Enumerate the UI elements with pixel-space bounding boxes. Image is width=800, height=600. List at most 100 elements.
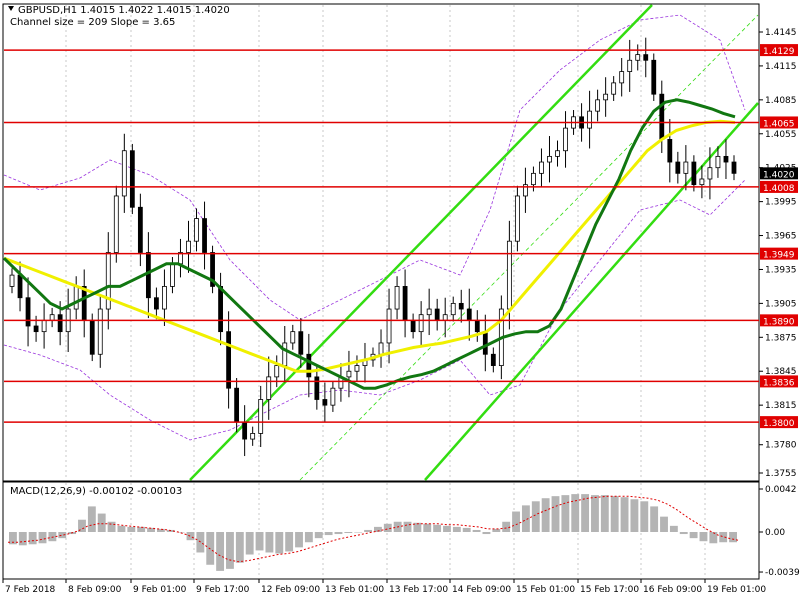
macd-bar-67 <box>669 525 678 532</box>
candle-body-72 <box>587 110 592 129</box>
macd-bar-52 <box>521 505 530 532</box>
macd-bar-44 <box>443 525 451 532</box>
candle-body-38 <box>314 376 320 400</box>
price-tick-label-1.3845: 1.3845 <box>765 367 797 377</box>
candle-body-48 <box>394 286 400 310</box>
trend-channel <box>189 4 759 481</box>
candle-body-28 <box>234 387 240 423</box>
macd-bar-54 <box>541 498 550 532</box>
price-tick-label-1.3780: 1.3780 <box>765 441 797 451</box>
macd-bar-70 <box>699 532 708 542</box>
macd-bar-35 <box>354 532 363 533</box>
macd-bar-12 <box>127 526 136 532</box>
macd-tick-label-1: 0.00 <box>765 528 785 538</box>
channel-info: Channel size = 209 Slope = 3.65 <box>10 17 175 28</box>
candle-body-27 <box>226 331 232 389</box>
macd-bar-68 <box>679 532 688 535</box>
ma-green-line <box>2 98 736 390</box>
candle-body-40 <box>330 387 336 406</box>
candle-body-89 <box>723 155 729 163</box>
candle-body-26 <box>218 286 223 333</box>
level-label-box-1.4129 <box>760 44 798 57</box>
candle-body-17 <box>145 252 151 299</box>
macd-bar-47 <box>472 529 481 532</box>
candle-body-37 <box>306 353 312 378</box>
macd-bar-66 <box>660 516 668 532</box>
price-tick-label-1.4055: 1.4055 <box>765 130 797 140</box>
level-label-1.4008: 1.4008 <box>763 184 795 194</box>
macd-bar-43 <box>433 524 442 532</box>
macd-bar-72 <box>719 532 728 543</box>
candle-body-10 <box>89 319 95 355</box>
symbol-header: GBPUSD,H1 1.4015 1.4022 1.4015 1.4020 <box>18 5 230 16</box>
candle-body-30 <box>250 433 256 440</box>
candle-body-49 <box>402 286 408 321</box>
price-tick-label-1.4145: 1.4145 <box>765 28 797 38</box>
macd-bar-36 <box>364 529 372 532</box>
level-label-1.4129: 1.4129 <box>763 47 795 57</box>
candle-body-55 <box>450 302 456 316</box>
candle-body-90 <box>731 161 737 174</box>
macd-bar-53 <box>531 501 540 532</box>
level-label-1.3836: 1.3836 <box>763 378 795 388</box>
macd-bar-46 <box>462 527 471 532</box>
candle-body-2 <box>25 297 31 327</box>
candle-body-53 <box>434 308 440 321</box>
level-label-1.3949: 1.3949 <box>763 251 795 261</box>
macd-bar-29 <box>295 532 303 548</box>
macd-bar-11 <box>117 525 126 532</box>
level-label-1.3890: 1.3890 <box>763 317 795 327</box>
macd-bar-21 <box>216 532 225 571</box>
level-label-1.4065: 1.4065 <box>763 119 795 129</box>
time-tick-label-10: 16 Feb 09:00 <box>643 585 702 595</box>
level-label-box-1.3890 <box>760 314 798 327</box>
macd-bar-32 <box>324 532 333 536</box>
candle-body-31 <box>258 399 264 434</box>
candle-body-60 <box>490 353 496 366</box>
price-tick-label-1.3875: 1.3875 <box>765 333 797 343</box>
candle-body-22 <box>186 240 191 253</box>
price-tick-label-1.4085: 1.4085 <box>765 96 797 106</box>
candle-body-64 <box>523 184 528 197</box>
price-tick-label-1.3935: 1.3935 <box>765 265 797 275</box>
macd-bar-56 <box>561 495 570 532</box>
current-price-box <box>760 167 798 180</box>
level-label-box-1.3949 <box>760 247 798 260</box>
macd-bar-63 <box>630 499 639 532</box>
macd-bar-27 <box>275 532 284 554</box>
macd-bar-45 <box>452 526 461 532</box>
macd-bar-57 <box>571 494 580 532</box>
candle-body-73 <box>595 99 601 112</box>
time-tick-label-8: 15 Feb 01:00 <box>516 585 575 595</box>
candle-body-75 <box>611 82 617 95</box>
candle-body-65 <box>531 172 536 186</box>
candle-body-58 <box>474 319 480 333</box>
price-tick-label-1.3965: 1.3965 <box>765 232 797 242</box>
channel-lower-line <box>424 102 759 481</box>
candle-body-6 <box>57 314 63 333</box>
candle-body-78 <box>635 54 641 61</box>
channel-mid-line <box>299 14 759 481</box>
time-tick-label-6: 13 Feb 17:00 <box>389 585 448 595</box>
macd-bar-1 <box>18 532 27 546</box>
price-tick-label-1.3755: 1.3755 <box>765 469 797 479</box>
candle-body-12 <box>105 252 111 310</box>
macd-bar-41 <box>413 522 422 532</box>
macd-bar-51 <box>512 511 520 532</box>
bollinger-bands <box>3 14 746 441</box>
candle-body-18 <box>154 297 159 310</box>
macd-bar-13 <box>137 526 146 532</box>
level-label-box-1.3800 <box>760 416 798 429</box>
time-tick-label-9: 15 Feb 17:00 <box>580 585 639 595</box>
dropdown-triangle-icon[interactable] <box>8 6 14 11</box>
time-tick-label-0: 7 Feb 2018 <box>5 585 56 595</box>
macd-bar-40 <box>403 521 412 532</box>
candle-body-80 <box>651 59 657 95</box>
candle-body-62 <box>506 240 512 310</box>
candle-body-23 <box>194 218 199 242</box>
candle-body-0 <box>9 274 15 287</box>
macd-bar-28 <box>285 532 294 552</box>
macd-bar-55 <box>551 496 560 532</box>
level-label-box-1.3836 <box>760 375 798 388</box>
